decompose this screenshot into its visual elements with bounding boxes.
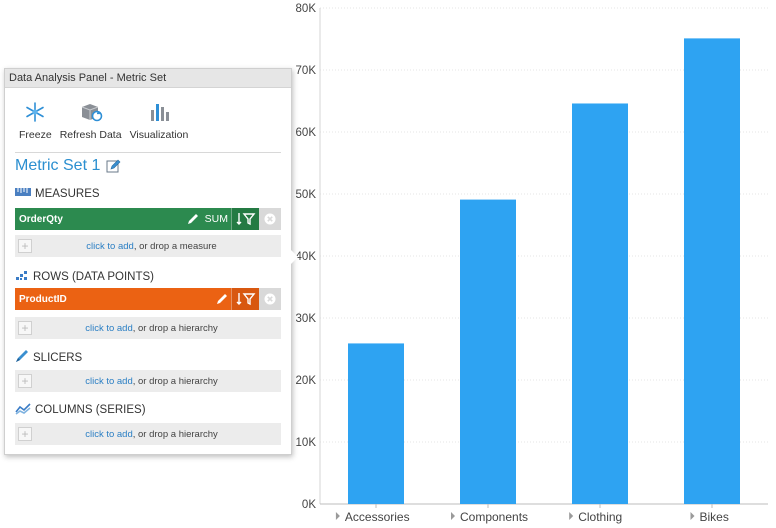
remove-row-icon[interactable]: [259, 288, 281, 310]
metric-set-name: Metric Set 1: [15, 157, 101, 174]
click-to-add-column-link[interactable]: click to add: [85, 428, 133, 440]
expand-arrow-icon: [690, 512, 695, 520]
freeze-label: Freeze: [19, 129, 52, 141]
expand-arrow-icon: [451, 512, 455, 520]
rows-dropzone-text: click to add, or drop a hierarchy: [32, 323, 281, 334]
measure-name: OrderQty: [19, 213, 63, 225]
freeze-button[interactable]: Freeze: [19, 100, 52, 161]
add-measure-icon[interactable]: +: [18, 239, 32, 253]
row-name: ProductID: [19, 293, 67, 305]
click-to-add-row-link[interactable]: click to add: [85, 322, 133, 334]
expand-arrow-icon: [569, 512, 574, 520]
sort-filter-icon[interactable]: [231, 208, 259, 230]
expand-arrow-icon: [335, 512, 340, 520]
columns-label: COLUMNS (SERIES): [35, 404, 146, 416]
x-tick-label: Components: [460, 510, 528, 524]
measures-icon: [15, 187, 31, 200]
slicers-label: SLICERS: [33, 351, 83, 364]
y-tick-label: 50K: [296, 189, 317, 201]
slicers-section-header: SLICERS: [15, 349, 82, 366]
slicers-icon: [15, 349, 29, 366]
y-tick-label: 70K: [296, 65, 317, 77]
measures-section-header: MEASURES: [15, 187, 100, 200]
refresh-data-button[interactable]: Refresh Data: [60, 100, 122, 161]
dropzone-hint: , or drop a measure: [133, 240, 217, 252]
x-tick-label: Bikes: [700, 510, 729, 524]
visualization-icon: [146, 100, 172, 124]
click-to-add-measure-link[interactable]: click to add: [86, 240, 134, 252]
columns-section-header: COLUMNS (SERIES): [15, 402, 146, 418]
y-tick-label: 40K: [296, 251, 317, 263]
chart-y-axis: 0K 10K 20K 30K 40K 50K 60K 70K 80K: [296, 3, 317, 511]
row-sort-filter-icon[interactable]: [231, 288, 259, 310]
dropzone-hint: , or drop a hierarchy: [132, 428, 218, 440]
y-tick-label: 10K: [296, 437, 317, 449]
metric-set-title: Metric Set 1: [15, 157, 121, 175]
rows-label: ROWS (DATA POINTS): [33, 270, 154, 283]
dropzone-hint: , or drop a hierarchy: [132, 375, 218, 387]
visualization-label: Visualization: [129, 129, 189, 141]
measures-dropzone[interactable]: + click to add, or drop a measure: [15, 235, 281, 257]
rows-dropzone[interactable]: + click to add, or drop a hierarchy: [15, 317, 281, 339]
measure-orderqty[interactable]: OrderQty SUM: [15, 208, 281, 230]
bar: [348, 343, 404, 504]
add-column-icon[interactable]: +: [18, 427, 32, 441]
add-slicer-icon[interactable]: +: [18, 374, 32, 388]
visualization-button[interactable]: Visualization: [129, 100, 189, 161]
panel-pointer: [291, 250, 298, 264]
slicers-dropzone[interactable]: + click to add, or drop a hierarchy: [15, 370, 281, 392]
chart-x-axis: Accessories Components Clothing Bikes: [335, 504, 729, 524]
edit-measure-icon[interactable]: [184, 213, 202, 225]
data-analysis-panel: Data Analysis Panel - Metric Set Freeze: [4, 68, 292, 455]
measures-dropzone-text: click to add, or drop a measure: [32, 241, 281, 252]
y-tick-label: 0K: [302, 499, 316, 511]
refresh-data-label: Refresh Data: [59, 129, 122, 141]
y-tick-label: 60K: [296, 127, 317, 139]
freeze-icon: [22, 100, 48, 124]
dropzone-hint: , or drop a hierarchy: [132, 322, 218, 334]
edit-row-icon[interactable]: [213, 293, 231, 305]
panel-title: Data Analysis Panel - Metric Set: [5, 69, 291, 88]
refresh-data-icon: [78, 100, 104, 124]
click-to-add-slicer-link[interactable]: click to add: [85, 375, 133, 387]
edit-metric-set-icon[interactable]: [106, 159, 121, 174]
x-tick-label: Clothing: [578, 510, 622, 524]
y-tick-label: 80K: [296, 3, 317, 15]
bar: [572, 103, 628, 504]
aggregation-label[interactable]: SUM: [204, 213, 228, 225]
columns-dropzone-text: click to add, or drop a hierarchy: [32, 429, 281, 440]
rows-icon: [15, 268, 29, 285]
x-tick-label: Accessories: [345, 510, 410, 524]
bar: [684, 38, 740, 504]
slicers-dropzone-text: click to add, or drop a hierarchy: [32, 376, 281, 387]
measures-label: MEASURES: [35, 187, 100, 200]
y-tick-label: 20K: [296, 375, 317, 387]
columns-icon: [15, 402, 31, 418]
add-row-icon[interactable]: +: [18, 321, 32, 335]
row-productid[interactable]: ProductID: [15, 288, 281, 310]
chart-bars: [348, 38, 740, 504]
rows-section-header: ROWS (DATA POINTS): [15, 268, 154, 285]
y-tick-label: 30K: [296, 313, 317, 325]
panel-toolbar: Freeze Refresh Data: [5, 88, 291, 161]
remove-measure-icon[interactable]: [259, 208, 281, 230]
columns-dropzone[interactable]: + click to add, or drop a hierarchy: [15, 423, 281, 445]
toolbar-divider: [15, 152, 281, 153]
bar: [460, 199, 516, 504]
